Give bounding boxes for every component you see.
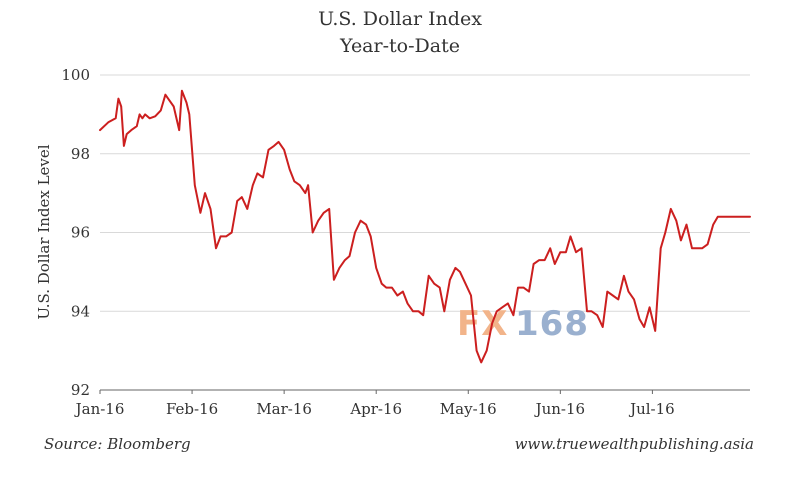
x-tick-label: Jun-16 — [534, 400, 586, 418]
x-tick-label: Feb-16 — [166, 400, 218, 418]
watermark-168: 168 — [515, 304, 589, 344]
x-tick-label: Jul-16 — [628, 400, 675, 418]
website-note: www.truewealthpublishing.asia — [515, 435, 754, 453]
source-note: Source: Bloomberg — [44, 435, 191, 453]
y-tick-label: 98 — [71, 145, 90, 163]
y-tick-label: 100 — [61, 66, 90, 84]
y-tick-label: 94 — [71, 302, 90, 320]
watermark-fx: FX — [457, 304, 508, 344]
gridlines — [100, 74, 750, 312]
y-tick-label: 92 — [71, 381, 90, 399]
y-tick-label: 96 — [71, 224, 90, 242]
chart-subtitle: Year-to-Date — [339, 35, 460, 57]
x-tick-label: May-16 — [440, 400, 497, 418]
x-tick-label: Apr-16 — [349, 400, 402, 418]
x-tick-label: Mar-16 — [256, 400, 312, 418]
chart-title: U.S. Dollar Index — [318, 8, 482, 30]
y-axis-label: U.S. Dollar Index Level — [35, 144, 53, 319]
x-tick-label: Jan-16 — [74, 400, 125, 418]
series-line — [99, 89, 751, 364]
axis-ticks: 92 94 96 98 100 Jan-16 Feb-16 Mar-16 Apr-16 May-1… — [61, 66, 674, 418]
watermark: FX 168 — [457, 304, 589, 344]
